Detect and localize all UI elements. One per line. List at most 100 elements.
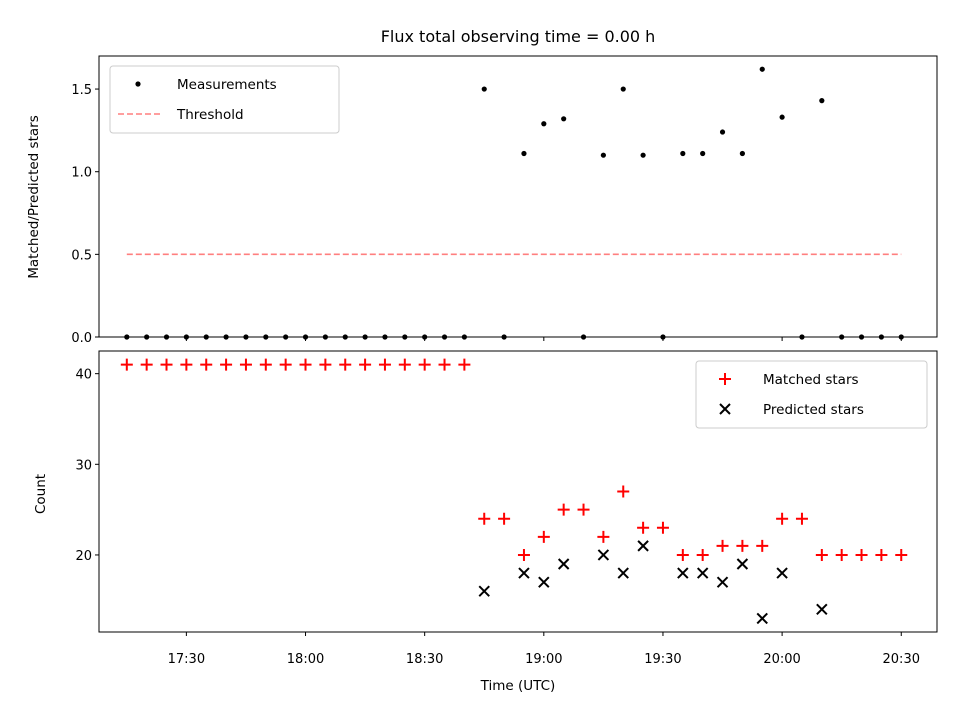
matched-stars-point bbox=[895, 548, 908, 561]
bottom-y-tick-label: 30 bbox=[75, 458, 92, 473]
measurements-point bbox=[521, 150, 527, 157]
matched-stars-point bbox=[617, 485, 630, 498]
bottom-legend: Matched stars Predicted stars bbox=[695, 360, 928, 429]
measurements-point bbox=[759, 66, 765, 72]
x-tick-label: 20:00 bbox=[763, 652, 800, 667]
top-y-tick-label: 0.5 bbox=[71, 248, 92, 263]
measurements-point bbox=[541, 121, 547, 127]
measurements-point bbox=[739, 150, 745, 157]
bottom-x-axis: 17:30 18:00 18:30 19:00 19:30 20:00 20:30 bbox=[168, 632, 920, 667]
predicted-stars-point bbox=[597, 549, 610, 561]
top-y-axis: 0.0 0.5 1.0 1.5 bbox=[71, 83, 99, 346]
measurements-point bbox=[779, 114, 785, 120]
top-panel: 0.0 0.5 1.0 1.5 Matched/Predicted stars Mea… bbox=[26, 55, 938, 346]
top-legend: Measurements Threshold bbox=[109, 65, 340, 134]
top-panel-frame bbox=[98, 55, 938, 338]
matched-stars-point bbox=[756, 539, 769, 552]
x-tick-label: 19:00 bbox=[525, 652, 562, 667]
matched-stars-point bbox=[339, 358, 352, 371]
matched-stars-point bbox=[120, 358, 133, 371]
x-tick-label: 18:30 bbox=[406, 652, 443, 667]
top-x-ticks bbox=[185, 337, 902, 341]
legend-measurements-label: Measurements bbox=[177, 77, 277, 93]
predicted-stars-point bbox=[696, 567, 709, 579]
measurements-point bbox=[700, 150, 706, 157]
measurements-point bbox=[600, 152, 606, 158]
bottom-legend-box bbox=[695, 360, 928, 429]
measurements-point bbox=[719, 129, 726, 135]
legend-threshold-label: Threshold bbox=[176, 107, 244, 123]
matched-stars-point bbox=[398, 358, 411, 371]
x-tick-label: 18:00 bbox=[287, 652, 324, 667]
matched-stars-point bbox=[696, 548, 709, 561]
bottom-y-tick-label: 40 bbox=[75, 368, 92, 383]
legend-matched-marker bbox=[719, 373, 731, 385]
matched-stars-point bbox=[140, 358, 153, 371]
matched-stars-point bbox=[180, 358, 193, 371]
predicted-stars-point bbox=[716, 576, 729, 588]
matched-stars-point bbox=[498, 512, 511, 525]
top-y-tick-label: 1.5 bbox=[71, 83, 92, 98]
bottom-y-tick-label: 20 bbox=[75, 549, 92, 564]
x-tick-label: 20:30 bbox=[883, 652, 920, 667]
matched-stars-point bbox=[557, 503, 570, 516]
matched-stars-point bbox=[875, 548, 888, 561]
bottom-y-axis: 20 30 40 bbox=[75, 368, 99, 564]
matched-stars-point bbox=[855, 548, 868, 561]
matched-stars-point bbox=[716, 539, 729, 552]
predicted-stars-point bbox=[816, 603, 828, 616]
matched-stars-point bbox=[438, 358, 451, 371]
x-tick-label: 17:30 bbox=[168, 652, 205, 667]
predicted-stars-point bbox=[637, 540, 649, 552]
matched-stars-point bbox=[835, 548, 848, 561]
matched-stars-point bbox=[299, 358, 312, 371]
bottom-panel-marks bbox=[120, 358, 908, 625]
matched-stars-point bbox=[378, 358, 391, 371]
top-panel-marks bbox=[124, 66, 904, 340]
matched-stars-point bbox=[577, 503, 590, 516]
matched-stars-point bbox=[458, 358, 471, 371]
predicted-stars-point bbox=[617, 567, 629, 579]
matched-stars-point bbox=[776, 512, 789, 525]
predicted-stars-point bbox=[677, 567, 689, 579]
predicted-stars-point bbox=[557, 558, 570, 570]
matched-stars-point bbox=[736, 539, 749, 552]
matched-stars-point bbox=[220, 358, 233, 371]
legend-predicted-marker bbox=[719, 403, 731, 415]
matched-stars-point bbox=[676, 548, 689, 561]
matched-stars-point bbox=[517, 548, 530, 561]
predicted-stars-point bbox=[736, 558, 749, 570]
top-y-axis-label: Matched/Predicted stars bbox=[26, 115, 42, 278]
predicted-stars-point bbox=[478, 585, 490, 597]
matched-stars-point bbox=[815, 548, 828, 561]
legend-matched-label: Matched stars bbox=[763, 372, 859, 388]
matched-stars-point bbox=[478, 512, 491, 525]
measurements-point bbox=[680, 150, 686, 157]
matched-stars-point bbox=[795, 512, 808, 525]
bottom-panel: 20 30 40 17:30 18:00 18:30 19:00 19:30 20:00 20:… bbox=[33, 350, 938, 694]
bottom-panel-frame bbox=[98, 350, 938, 633]
legend-predicted-label: Predicted stars bbox=[763, 402, 864, 418]
matched-stars-point bbox=[597, 530, 610, 543]
measurements-point bbox=[640, 152, 646, 158]
measurements-point bbox=[819, 98, 825, 104]
bottom-y-axis-label: Count bbox=[33, 474, 49, 514]
matched-stars-point bbox=[418, 358, 431, 371]
top-y-tick-label: 0.0 bbox=[71, 331, 92, 346]
legend-measurements-marker bbox=[135, 81, 141, 87]
predicted-stars-point bbox=[518, 567, 530, 579]
predicted-stars-point bbox=[776, 567, 788, 579]
predicted-stars-point bbox=[756, 612, 768, 625]
top-y-tick-label: 1.0 bbox=[71, 166, 92, 181]
matched-stars-point bbox=[279, 358, 292, 371]
matched-stars-point bbox=[239, 358, 252, 371]
matched-stars-point bbox=[656, 521, 669, 534]
predicted-stars-point bbox=[538, 576, 550, 588]
matched-stars-point bbox=[637, 521, 650, 534]
x-axis-label: Time (UTC) bbox=[480, 678, 556, 694]
matched-stars-point bbox=[537, 530, 550, 543]
matched-stars-point bbox=[319, 358, 332, 371]
x-tick-label: 19:30 bbox=[644, 652, 681, 667]
measurements-point bbox=[561, 116, 567, 122]
